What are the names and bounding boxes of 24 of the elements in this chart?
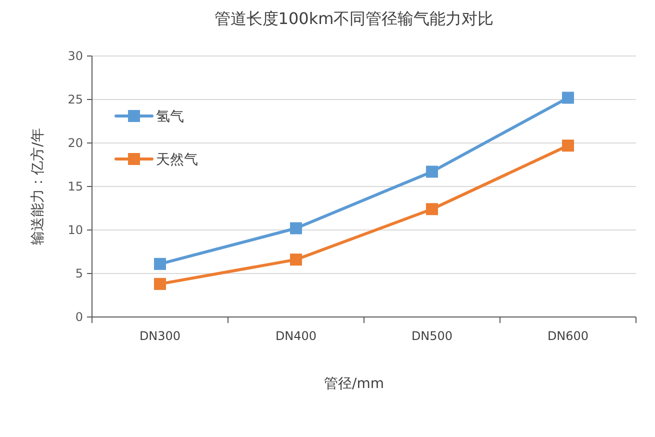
y-tick-label: 20 [68, 136, 83, 150]
point [154, 278, 166, 290]
point [426, 203, 438, 216]
x-tick-label: DN600 [547, 329, 589, 343]
legend-label: 氢气 [156, 109, 184, 125]
chart-title: 管道长度100km不同管径输气能力对比 [214, 9, 494, 28]
y-tick-label: 30 [68, 49, 83, 63]
y-tick-label: 25 [68, 92, 83, 106]
point [290, 222, 302, 234]
point [426, 166, 438, 178]
y-axis-title: 输送能力：亿方/年 [30, 128, 46, 245]
y-tick-label: 5 [75, 266, 83, 280]
x-tick-label: DN400 [275, 329, 317, 343]
y-tick-label: 15 [68, 180, 83, 194]
x-tick-label: DN300 [139, 329, 181, 343]
x-tick-label: DN500 [411, 329, 453, 343]
legend-label: 天然气 [156, 152, 198, 168]
x-axis-title: 管径/mm [324, 376, 384, 392]
y-tick-label: 10 [68, 223, 83, 237]
point [562, 92, 574, 104]
point [154, 258, 166, 270]
y-tick-label: 0 [75, 310, 83, 324]
point [562, 140, 574, 152]
point [290, 254, 302, 266]
